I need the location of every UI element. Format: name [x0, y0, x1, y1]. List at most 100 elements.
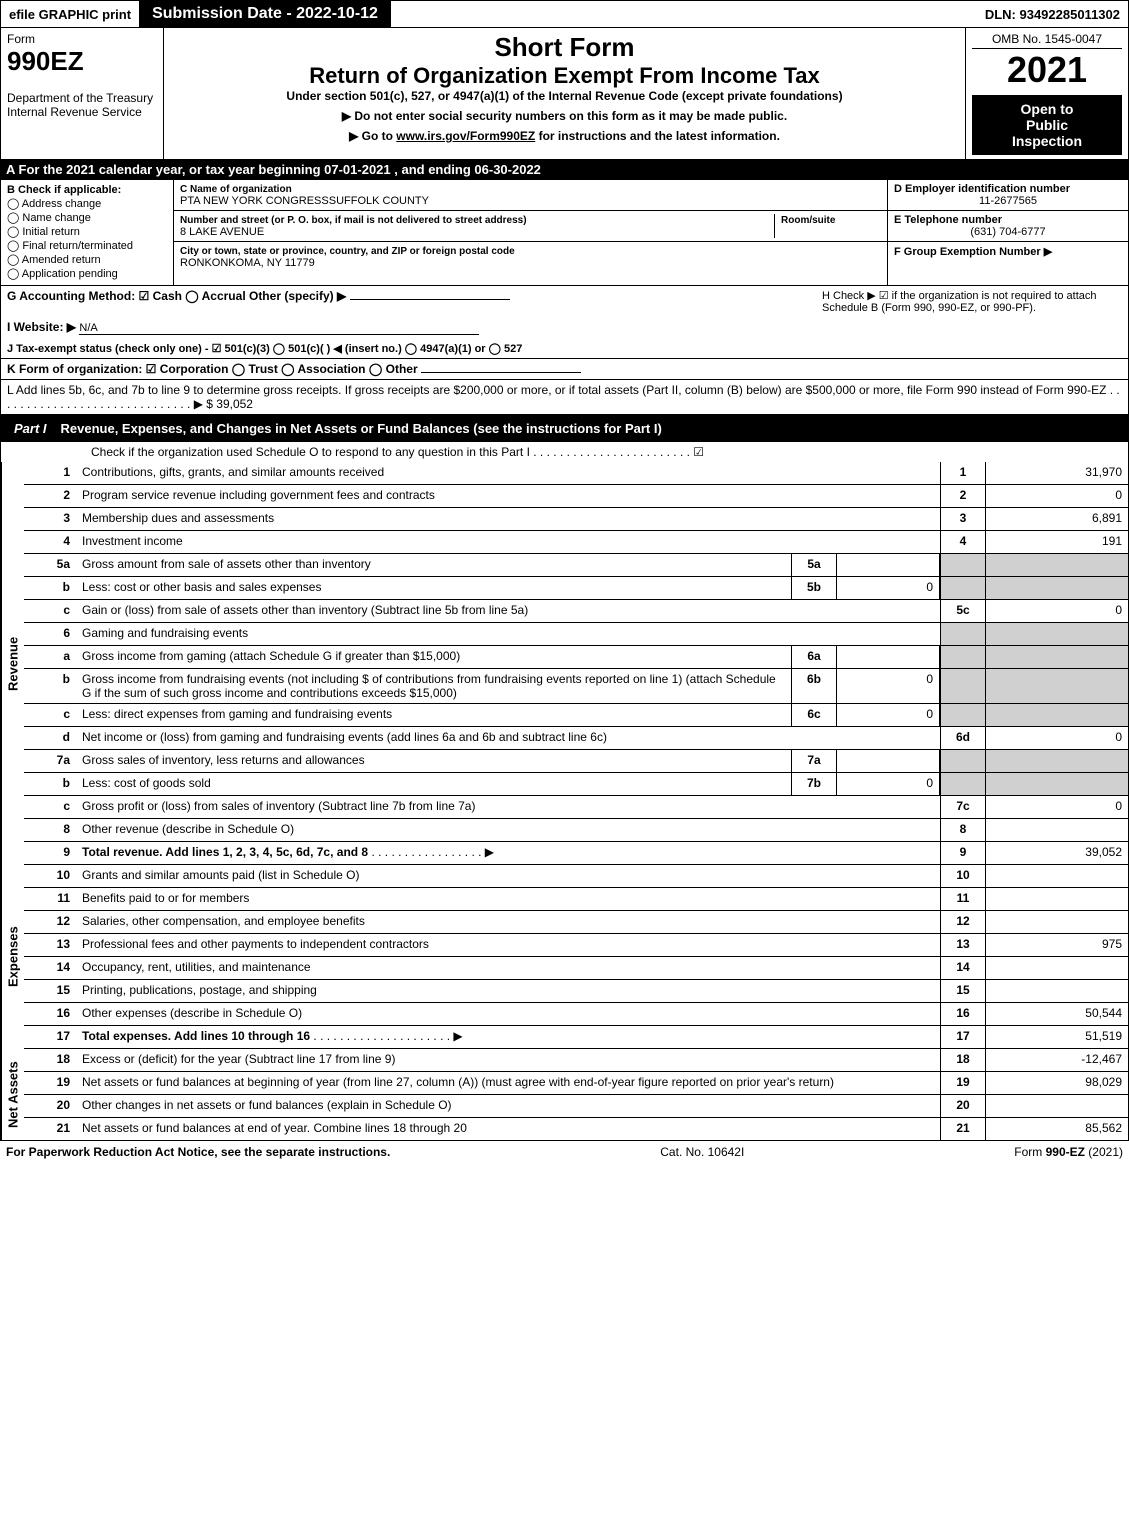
r12-desc: Salaries, other compensation, and employ… [76, 911, 940, 933]
footer-left: For Paperwork Reduction Act Notice, see … [6, 1145, 390, 1159]
row-14: 14Occupancy, rent, utilities, and mainte… [24, 957, 1128, 980]
r17-desc: Total expenses. Add lines 10 through 16 … [76, 1026, 940, 1048]
row-1: 1Contributions, gifts, grants, and simil… [24, 462, 1128, 485]
main-title: Return of Organization Exempt From Incom… [174, 63, 955, 89]
r6d-val: 0 [985, 727, 1128, 749]
top-bar: efile GRAPHIC print Submission Date - 20… [0, 0, 1129, 28]
r16-ln: 16 [24, 1003, 76, 1025]
form-label: Form [7, 32, 157, 46]
inspect-line1: Open to [976, 101, 1118, 117]
r7b-shade-val [985, 773, 1128, 795]
open-to-public: Open to Public Inspection [972, 95, 1122, 155]
row-13: 13Professional fees and other payments t… [24, 934, 1128, 957]
r6-shade-val [985, 623, 1128, 645]
row-8: 8Other revenue (describe in Schedule O)8 [24, 819, 1128, 842]
r7b-desc: Less: cost of goods sold [76, 773, 791, 795]
r7b-ln: b [24, 773, 76, 795]
r6a-sub: 6a [791, 646, 837, 668]
r15-ln: 15 [24, 980, 76, 1002]
r9-desc-text: Total revenue. Add lines 1, 2, 3, 4, 5c,… [82, 845, 368, 859]
row-5a: 5aGross amount from sale of assets other… [24, 554, 1128, 577]
r21-val: 85,562 [985, 1118, 1128, 1140]
r4-num: 4 [940, 531, 985, 553]
r13-val: 975 [985, 934, 1128, 956]
line-l-value: 39,052 [216, 397, 253, 411]
row-16: 16Other expenses (describe in Schedule O… [24, 1003, 1128, 1026]
line-g-text: G Accounting Method: ☑ Cash ◯ Accrual Ot… [7, 289, 346, 303]
r11-ln: 11 [24, 888, 76, 910]
row-5b: bLess: cost or other basis and sales exp… [24, 577, 1128, 600]
chk-label-1: Name change [22, 212, 91, 224]
row-7a: 7aGross sales of inventory, less returns… [24, 750, 1128, 773]
r17-val: 51,519 [985, 1026, 1128, 1048]
r7b-sub: 7b [791, 773, 837, 795]
r19-num: 19 [940, 1072, 985, 1094]
line-k-text: K Form of organization: ☑ Corporation ◯ … [7, 362, 418, 376]
chk-name-change[interactable]: ◯ Name change [7, 211, 167, 224]
row-2: 2Program service revenue including gover… [24, 485, 1128, 508]
chk-application-pending[interactable]: ◯ Application pending [7, 267, 167, 280]
irs-link[interactable]: www.irs.gov/Form990EZ [396, 129, 535, 143]
r17-desc-text: Total expenses. Add lines 10 through 16 [82, 1029, 310, 1043]
expenses-group: Expenses 10Grants and similar amounts pa… [0, 865, 1129, 1049]
r12-val [985, 911, 1128, 933]
short-form-title: Short Form [174, 32, 955, 63]
chk-final-return[interactable]: ◯ Final return/terminated [7, 239, 167, 252]
chk-initial-return[interactable]: ◯ Initial return [7, 225, 167, 238]
r7a-ln: 7a [24, 750, 76, 772]
r2-ln: 2 [24, 485, 76, 507]
footer-right: Form 990-EZ (2021) [1014, 1145, 1123, 1159]
city-value: RONKONKOMA, NY 11779 [180, 257, 315, 269]
r10-val [985, 865, 1128, 887]
dept-label: Department of the Treasury [7, 91, 157, 105]
r14-desc: Occupancy, rent, utilities, and maintena… [76, 957, 940, 979]
r21-ln: 21 [24, 1118, 76, 1140]
r1-num: 1 [940, 462, 985, 484]
line-j: J Tax-exempt status (check only one) - ☑… [1, 338, 1128, 358]
r5a-shade-num [940, 554, 985, 576]
r21-desc: Net assets or fund balances at end of ye… [76, 1118, 940, 1140]
street-label: Number and street (or P. O. box, if mail… [180, 215, 527, 226]
row-19: 19Net assets or fund balances at beginni… [24, 1072, 1128, 1095]
r8-ln: 8 [24, 819, 76, 841]
omb-number: OMB No. 1545-0047 [972, 32, 1122, 49]
r5b-shade-num [940, 577, 985, 599]
inspect-line2: Public [976, 117, 1118, 133]
line-a: A For the 2021 calendar year, or tax yea… [0, 159, 1129, 180]
tel-row: E Telephone number (631) 704-6777 [888, 211, 1128, 242]
r7a-shade-num [940, 750, 985, 772]
r6d-desc: Net income or (loss) from gaming and fun… [76, 727, 940, 749]
r7c-val: 0 [985, 796, 1128, 818]
note-goto: ▶ Go to www.irs.gov/Form990EZ for instru… [174, 129, 955, 143]
chk-label-4: Amended return [22, 254, 101, 266]
line-g-h-row: G Accounting Method: ☑ Cash ◯ Accrual Ot… [1, 286, 1128, 317]
r6b-ln: b [24, 669, 76, 703]
row-21: 21Net assets or fund balances at end of … [24, 1118, 1128, 1140]
r6b-desc: Gross income from fundraising events (no… [76, 669, 791, 703]
r18-desc: Excess or (deficit) for the year (Subtra… [76, 1049, 940, 1071]
chk-label-5: Application pending [22, 268, 118, 280]
chk-address-change[interactable]: ◯ Address change [7, 197, 167, 210]
inspect-line3: Inspection [976, 133, 1118, 149]
r6a-subval [837, 646, 940, 668]
street-value: 8 LAKE AVENUE [180, 226, 264, 238]
chk-amended-return[interactable]: ◯ Amended return [7, 253, 167, 266]
row-18: 18Excess or (deficit) for the year (Subt… [24, 1049, 1128, 1072]
r2-num: 2 [940, 485, 985, 507]
efile-label: efile GRAPHIC print [1, 1, 140, 27]
irs-label: Internal Revenue Service [7, 105, 157, 119]
r11-val [985, 888, 1128, 910]
r13-desc: Professional fees and other payments to … [76, 934, 940, 956]
r13-num: 13 [940, 934, 985, 956]
row-7c: cGross profit or (loss) from sales of in… [24, 796, 1128, 819]
r13-ln: 13 [24, 934, 76, 956]
r3-desc: Membership dues and assessments [76, 508, 940, 530]
r3-num: 3 [940, 508, 985, 530]
r3-ln: 3 [24, 508, 76, 530]
r5a-ln: 5a [24, 554, 76, 576]
r12-ln: 12 [24, 911, 76, 933]
r17-ln: 17 [24, 1026, 76, 1048]
org-name-label: C Name of organization [180, 184, 292, 195]
r9-num: 9 [940, 842, 985, 864]
ein-row: D Employer identification number 11-2677… [888, 180, 1128, 211]
